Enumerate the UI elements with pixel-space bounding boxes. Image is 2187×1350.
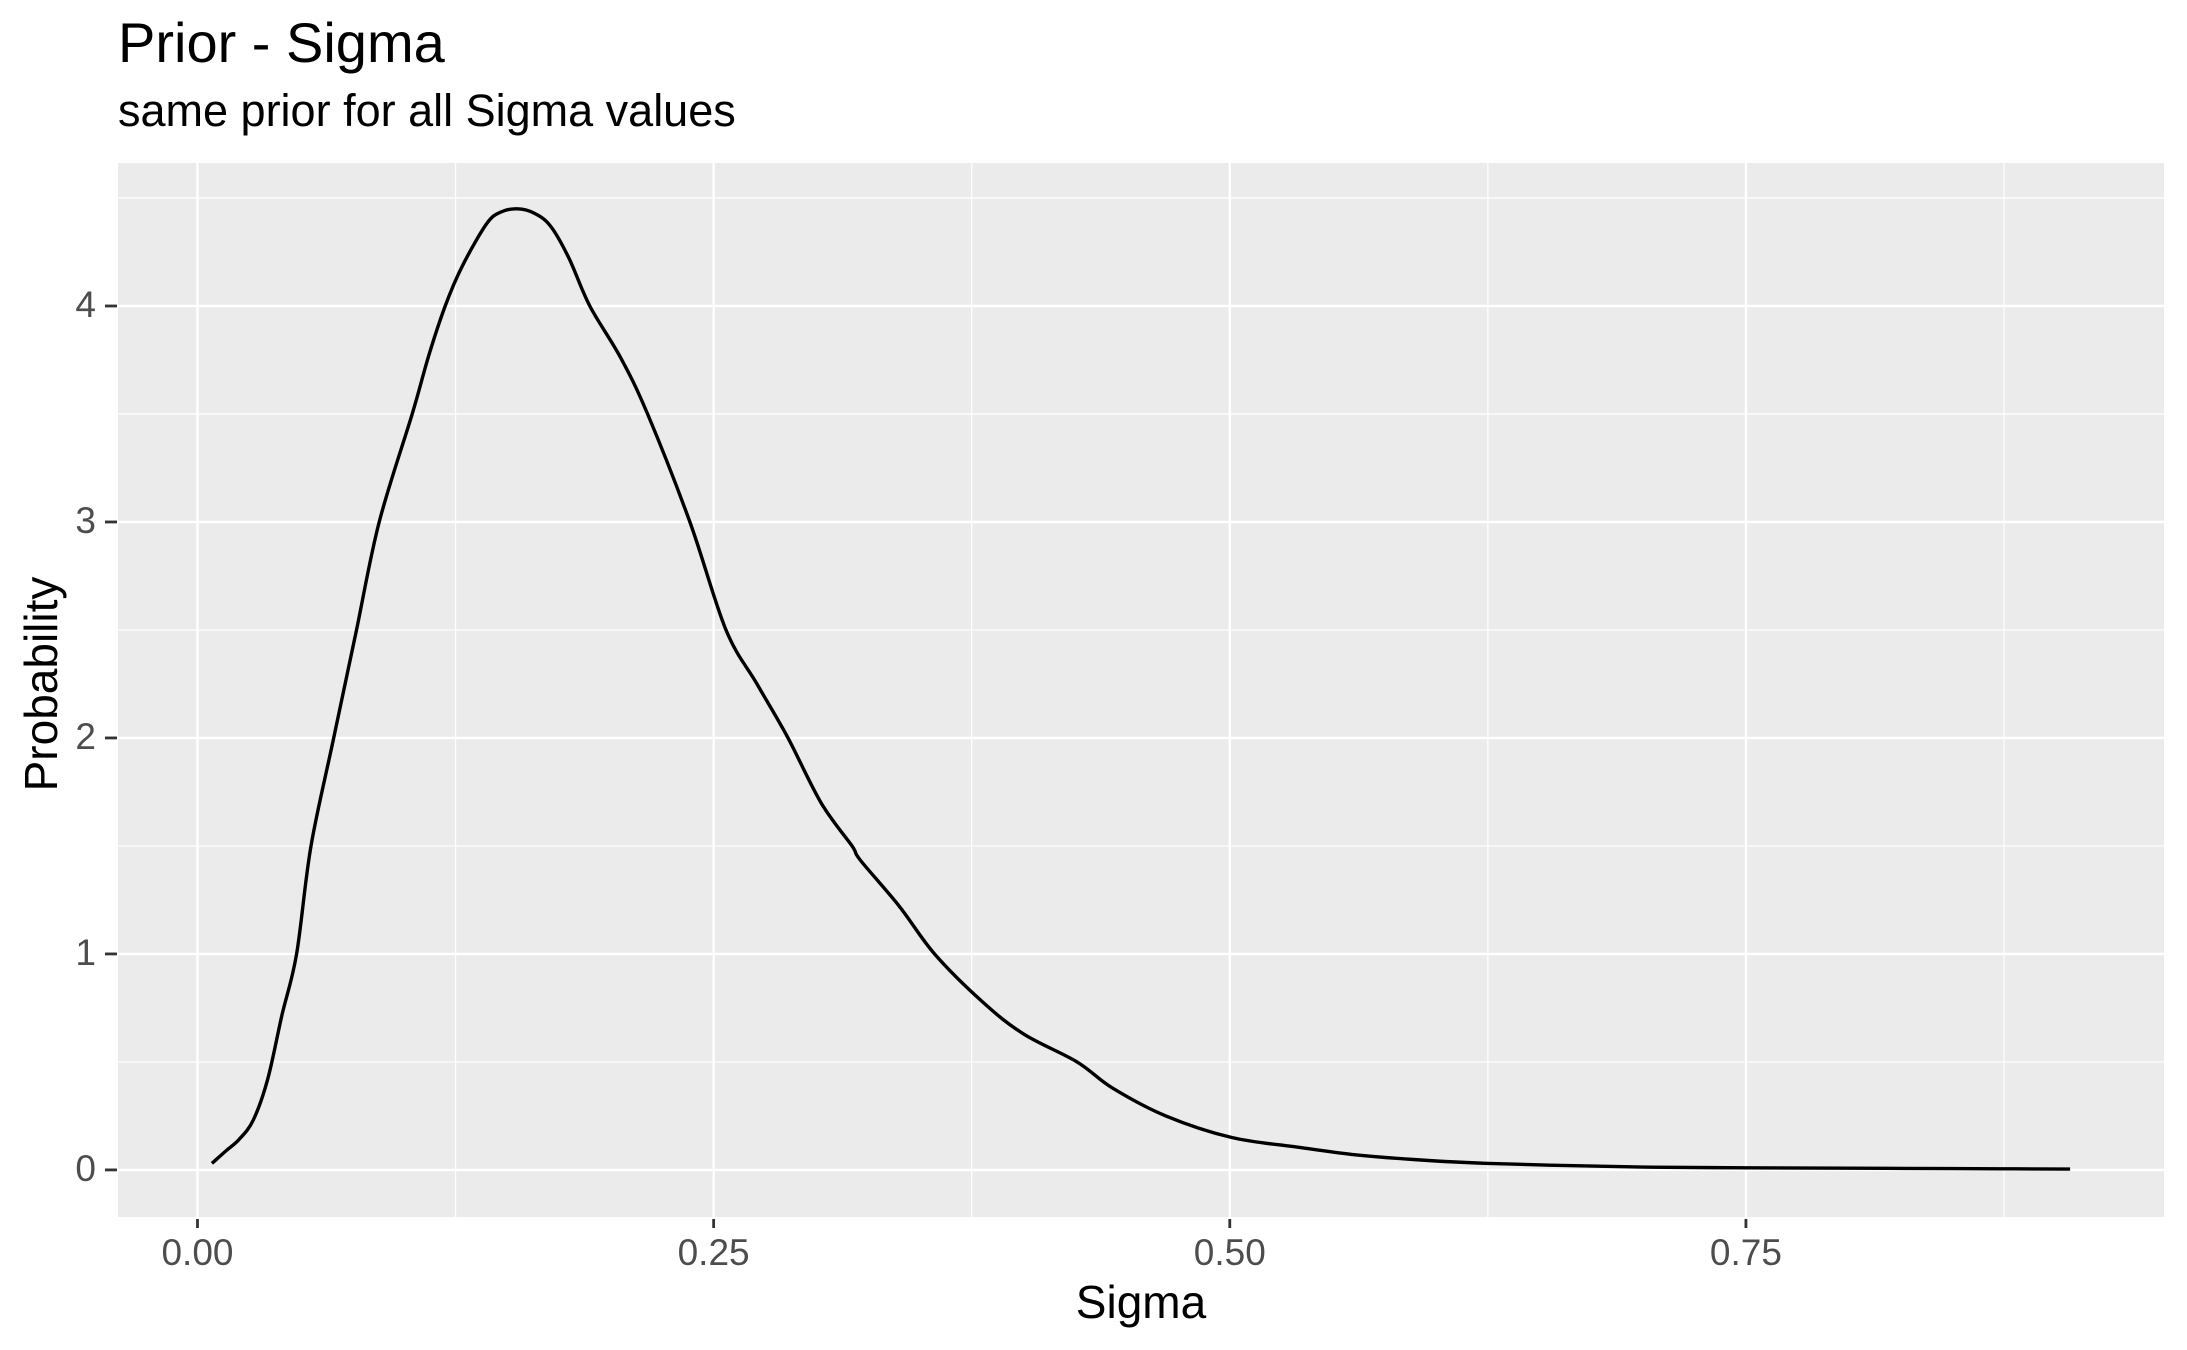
x-axis-tick-label: 0.50 [1194, 1232, 1266, 1273]
plot-subtitle: same prior for all Sigma values [118, 85, 736, 136]
plot-panel [118, 163, 2164, 1217]
y-axis-tick-label: 4 [75, 284, 96, 325]
y-axis-tick-label: 3 [75, 500, 96, 541]
axis-ticks-layer: 0.00 0.25 0.50 0.75 0 1 2 3 4 [75, 284, 1782, 1273]
plot-title: Prior - Sigma [118, 11, 446, 74]
y-axis-tick-label: 1 [75, 932, 96, 973]
x-axis-title: Sigma [1076, 1276, 1207, 1328]
density-curve [210, 207, 2071, 1171]
density-curve-layer [210, 207, 2071, 1171]
gridlines [118, 163, 2164, 1217]
y-axis-tick-label: 2 [75, 716, 96, 757]
x-axis-tick-label: 0.75 [1710, 1232, 1782, 1273]
y-axis-tick-label: 0 [75, 1148, 96, 1189]
x-axis-tick-label: 0.00 [161, 1232, 233, 1273]
y-axis-title: Probability [15, 577, 67, 792]
panel-background [118, 163, 2164, 1217]
x-axis-tick-label: 0.25 [678, 1232, 750, 1273]
